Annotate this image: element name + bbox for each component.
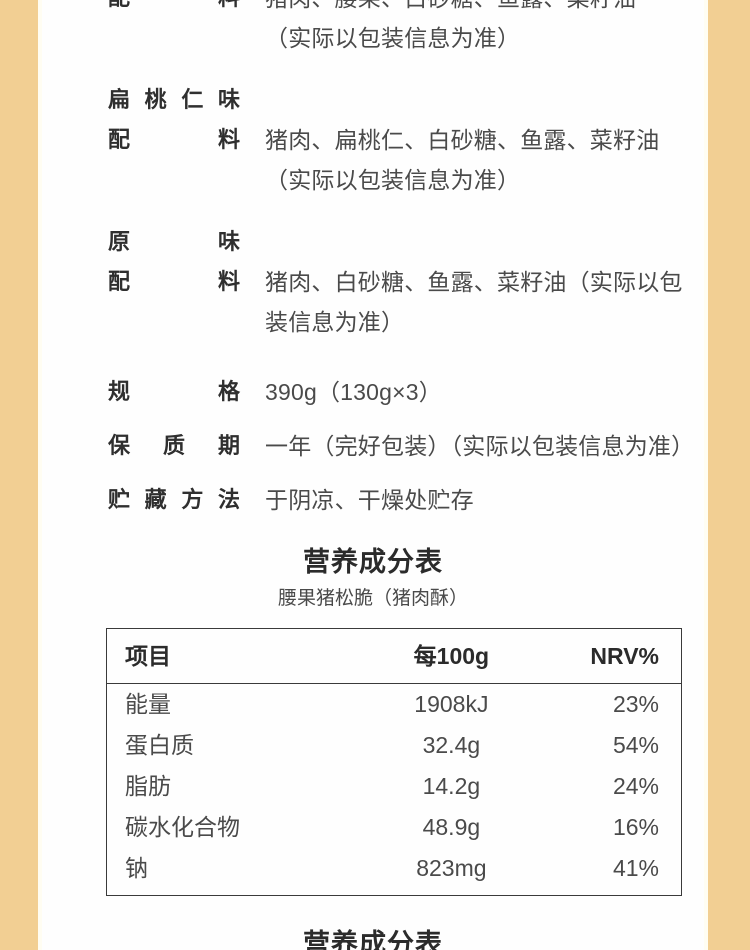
spec-row: 配料 猪肉、白砂糖、鱼露、菜籽油（实际以包装信息为准）	[42, 262, 704, 342]
column-header-per100g: 每100g	[359, 629, 544, 684]
spec-label: 配料	[108, 127, 240, 152]
spec-label: 规格	[108, 379, 240, 404]
spec-value: 于阴凉、干燥处贮存	[265, 487, 474, 513]
table-row: 碳水化合物 48.9g 16%	[107, 807, 681, 848]
cell-item: 碳水化合物	[125, 814, 240, 840]
spacer	[42, 342, 704, 372]
next-section-title: 营养成分表	[303, 929, 443, 950]
cell-nrv: 16%	[612, 814, 659, 840]
spec-label: 贮藏方法	[108, 487, 240, 512]
table-row: 脂肪 14.2g 24%	[107, 766, 681, 807]
nutrition-title: 营养成分表	[303, 547, 443, 577]
spec-value: 390g（130g×3）	[265, 379, 442, 405]
cell-item: 蛋白质	[125, 732, 194, 758]
table-row: 能量 1908kJ 23%	[107, 684, 681, 726]
spec-value: 猪肉、扁桃仁、白砂糖、鱼露、菜籽油（实际以包装信息为准）	[265, 127, 660, 193]
spec-label: 配料	[108, 0, 240, 18]
spec-label: 配料	[108, 269, 240, 294]
cell-item: 能量	[125, 691, 171, 717]
spacer	[42, 520, 704, 542]
spec-value: 猪肉、腰果、白砂糖、鱼露、菜籽油 （实际以包装信息为准）	[265, 0, 704, 58]
nutrition-subtitle: 腰果猪松脆（猪肉酥）	[277, 588, 468, 609]
spacer	[42, 412, 704, 426]
cell-nrv: 54%	[612, 732, 659, 758]
specification-list: 配料 猪肉、腰果、白砂糖、鱼露、菜籽油 （实际以包装信息为准） 扁桃仁味 配料 …	[42, 0, 704, 520]
table-row: 蛋白质 32.4g 54%	[107, 725, 681, 766]
spec-sublabel-wrapper: 扁桃仁味	[42, 80, 704, 120]
cell-item: 脂肪	[125, 773, 171, 799]
spacer	[42, 466, 704, 480]
spec-sublabel: 原味	[108, 229, 240, 254]
spec-value-line2: （实际以包装信息为准）	[265, 25, 521, 51]
cell-nrv: 41%	[612, 855, 659, 881]
cell-per100g: 32.4g	[422, 732, 481, 758]
spec-sublabel: 扁桃仁味	[108, 87, 240, 112]
column-header-item: 项目	[107, 629, 360, 684]
cell-per100g: 48.9g	[422, 814, 481, 840]
nutrition-table-body: 能量 1908kJ 23% 蛋白质 32.4g 54% 脂肪 14.2g 24%	[107, 684, 681, 896]
spec-value: 猪肉、白砂糖、鱼露、菜籽油（实际以包装信息为准）	[265, 269, 683, 335]
left-inner-stripe	[38, 0, 42, 950]
cell-nrv: 24%	[612, 773, 659, 799]
spec-label: 保质期	[108, 433, 240, 458]
spec-row: 贮藏方法 于阴凉、干燥处贮存	[42, 480, 704, 520]
left-decorative-band	[0, 0, 38, 950]
table-header-row: 项目 每100g NRV%	[107, 629, 681, 684]
cell-per100g: 14.2g	[422, 773, 481, 799]
cell-nrv: 23%	[612, 691, 659, 717]
right-inner-stripe	[704, 0, 708, 950]
cell-per100g: 1908kJ	[414, 691, 489, 717]
nutrition-table: 项目 每100g NRV% 能量 1908kJ 23% 蛋白质 32.4g 54…	[107, 629, 681, 895]
spec-row: 规格 390g（130g×3）	[42, 372, 704, 412]
spec-row: 配料 猪肉、扁桃仁、白砂糖、鱼露、菜籽油（实际以包装信息为准）	[42, 120, 704, 200]
spec-sublabel-wrapper: 原味	[42, 222, 704, 262]
cell-item: 钠	[125, 855, 148, 881]
spacer	[42, 58, 704, 80]
content-column: 配料 猪肉、腰果、白砂糖、鱼露、菜籽油 （实际以包装信息为准） 扁桃仁味 配料 …	[42, 0, 704, 950]
table-row: 钠 823mg 41%	[107, 848, 681, 895]
spec-row: 配料 猪肉、腰果、白砂糖、鱼露、菜籽油 （实际以包装信息为准）	[42, 0, 704, 58]
spacer	[42, 200, 704, 222]
cell-per100g: 823mg	[416, 855, 487, 881]
spec-value-line1: 猪肉、腰果、白砂糖、鱼露、菜籽油	[265, 0, 636, 11]
nutrition-table-head: 项目 每100g NRV%	[107, 629, 681, 684]
nutrition-table-container: 项目 每100g NRV% 能量 1908kJ 23% 蛋白质 32.4g 54…	[106, 628, 682, 896]
spec-value: 一年（完好包装）（实际以包装信息为准）	[265, 433, 695, 459]
right-decorative-band	[708, 0, 750, 950]
column-header-nrv: NRV%	[543, 629, 681, 684]
spec-row: 保质期 一年（完好包装）（实际以包装信息为准）	[42, 426, 704, 466]
